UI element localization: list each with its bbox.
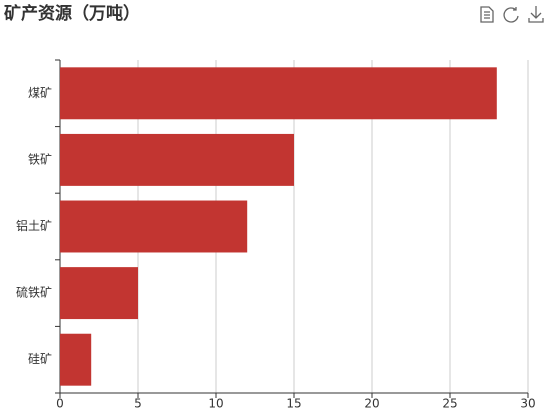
- y-tick-label: 煤矿: [28, 86, 52, 100]
- x-tick-label: 30: [520, 397, 535, 411]
- x-tick-label: 5: [134, 397, 142, 411]
- bar: [60, 67, 497, 120]
- y-tick-label: 铁矿: [28, 152, 52, 166]
- x-tick-label: 0: [56, 397, 64, 411]
- bar: [60, 200, 248, 253]
- save-image-button[interactable]: [528, 6, 544, 23]
- bar: [60, 267, 138, 320]
- toolbox[interactable]: [480, 6, 544, 23]
- chart-title: 矿产资源（万吨）: [4, 3, 140, 24]
- x-tick-label: 25: [442, 397, 457, 411]
- y-tick-label: 铝土矿: [16, 218, 52, 233]
- x-tick-label: 10: [208, 397, 223, 411]
- bar: [60, 133, 294, 186]
- y-tick-label: 硫铁矿: [16, 285, 52, 300]
- restore-button[interactable]: [503, 7, 519, 23]
- bar: [60, 333, 92, 386]
- y-tick-label: 硅矿: [28, 352, 52, 366]
- x-tick-label: 20: [364, 397, 379, 411]
- data-view-button[interactable]: [480, 6, 494, 23]
- x-tick-label: 15: [286, 397, 301, 411]
